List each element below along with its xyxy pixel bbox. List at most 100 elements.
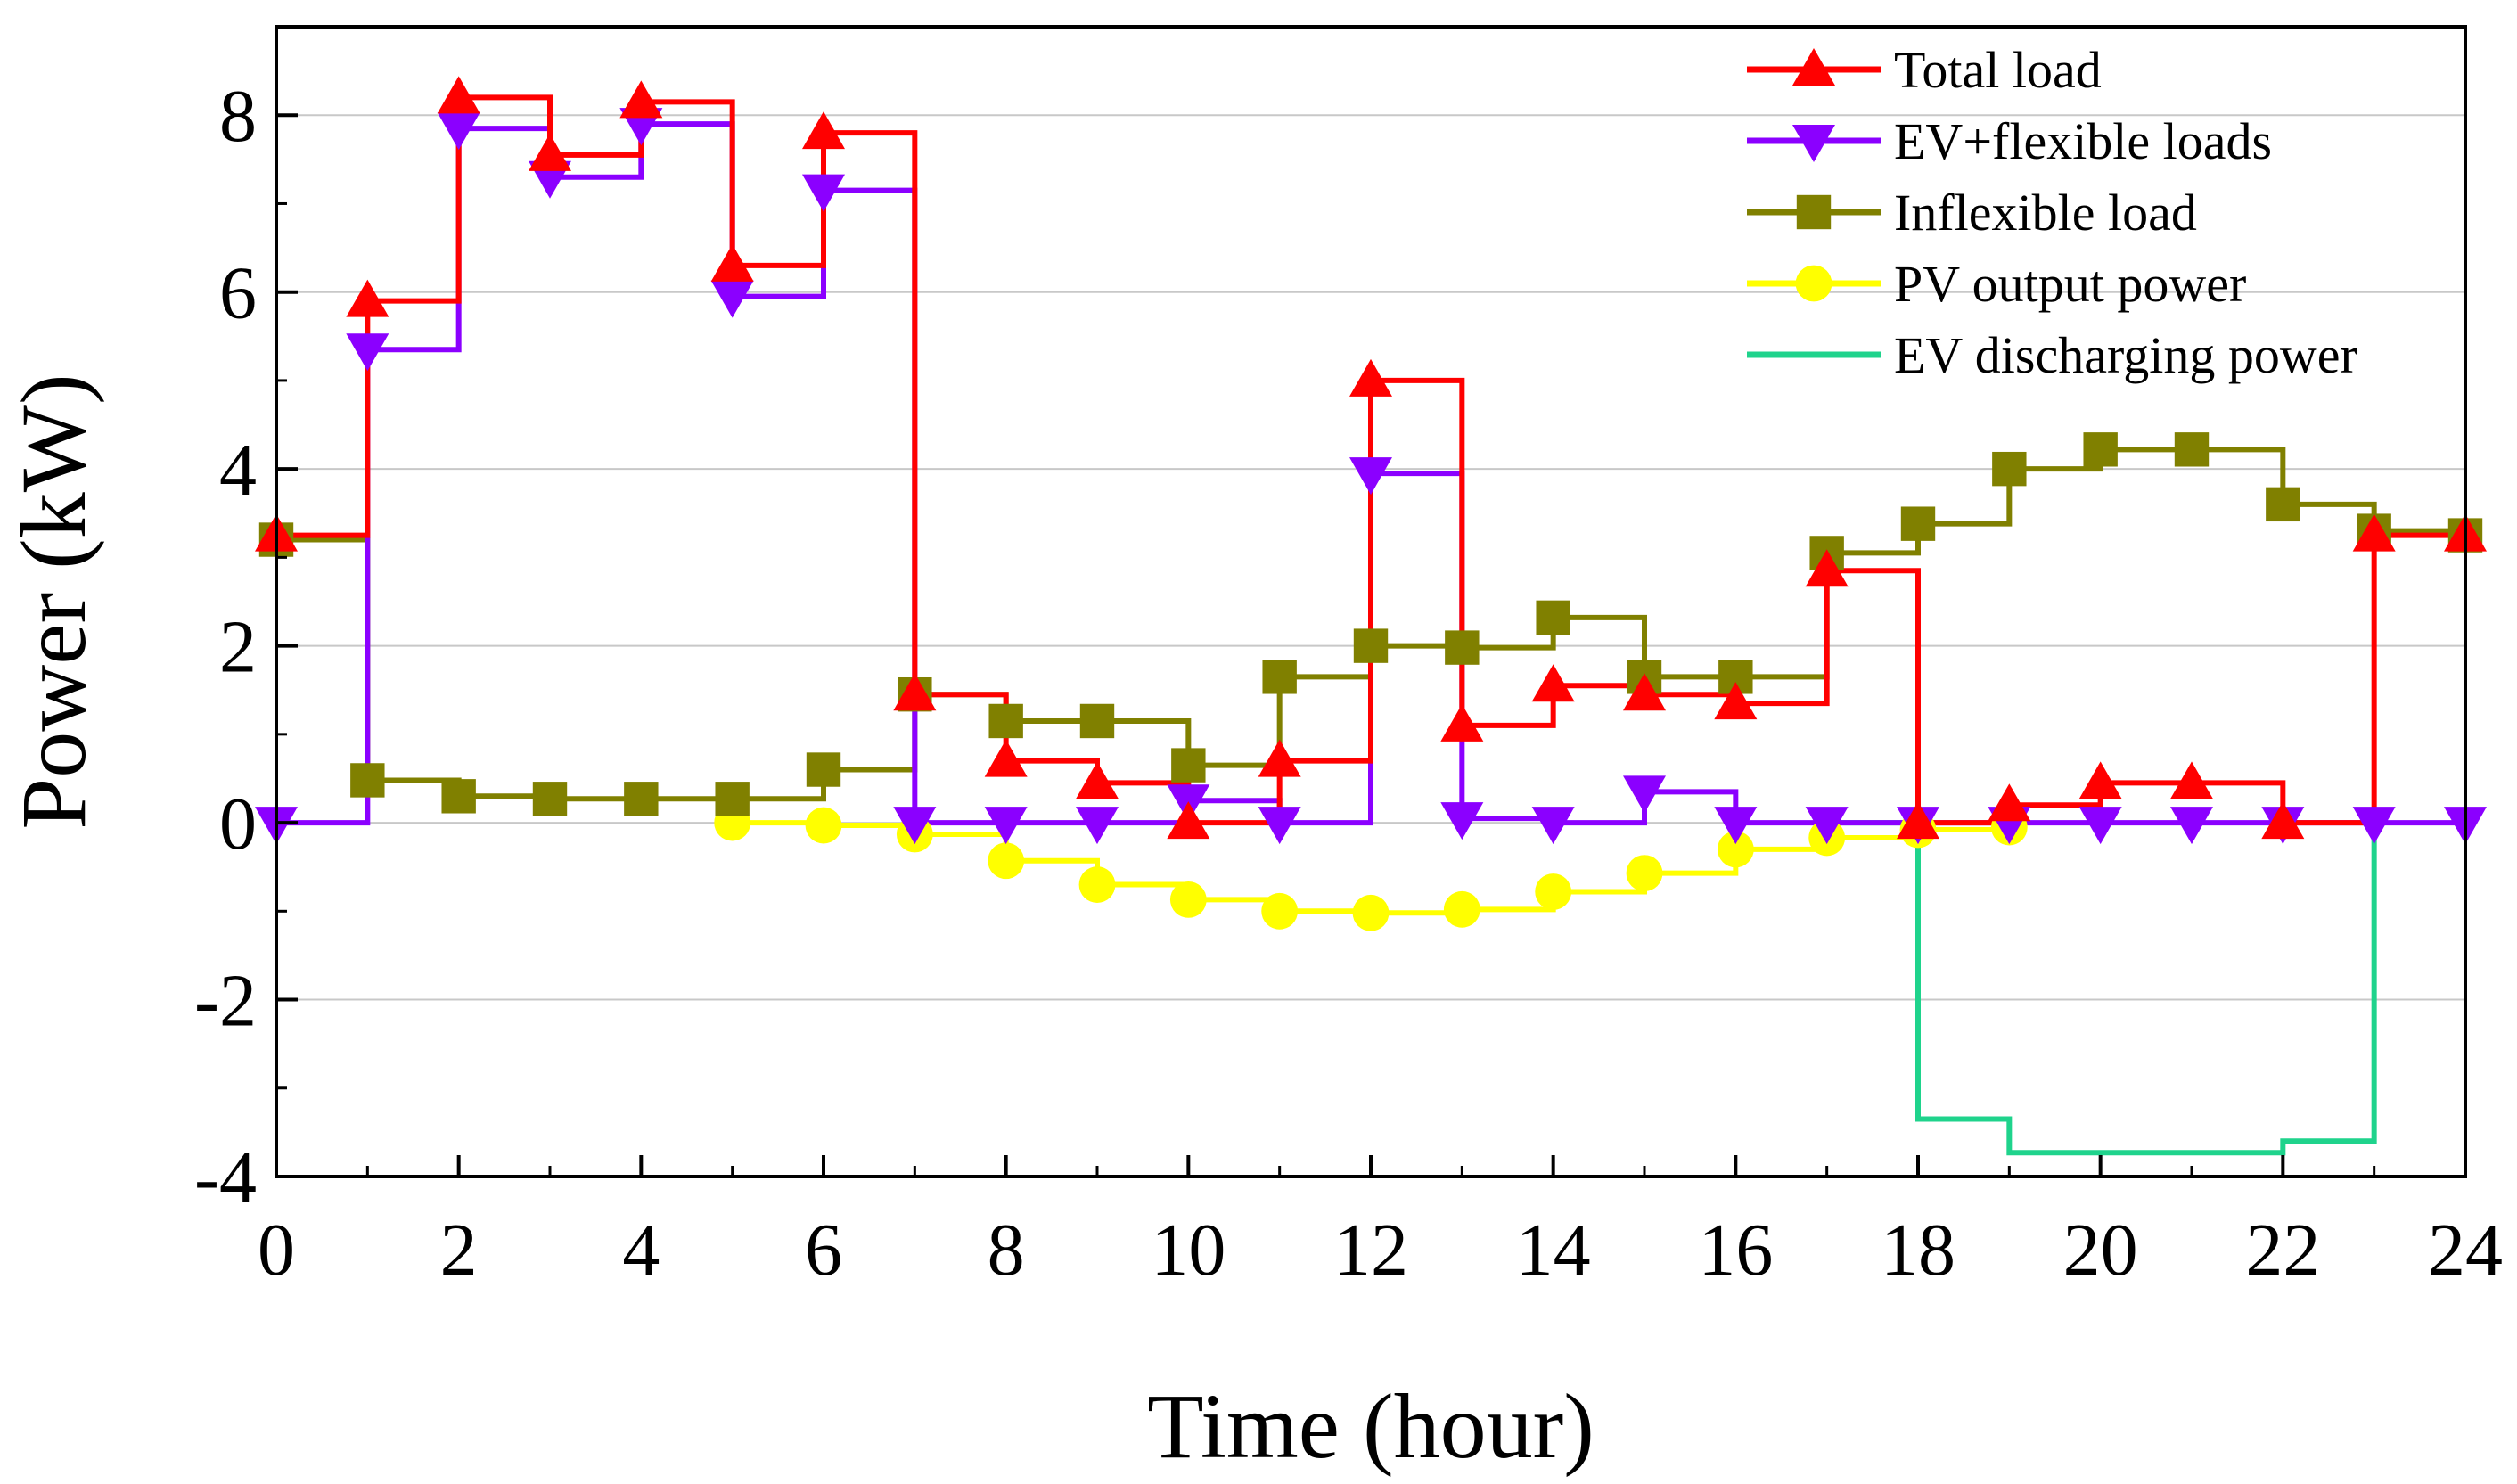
marker-total-load: [1897, 801, 1939, 840]
marker-ev-flexible-loads: [437, 112, 480, 151]
legend-label-ev-discharging-power: EV discharging power: [1894, 326, 2357, 384]
marker-pv-output-power: [1535, 873, 1572, 910]
marker-inflexible-load: [2083, 432, 2118, 467]
marker-total-load: [1076, 761, 1119, 799]
marker-total-load: [802, 111, 845, 150]
marker-total-load: [1440, 703, 1484, 742]
marker-inflexible-load: [1536, 600, 1570, 635]
marker-inflexible-load: [988, 703, 1023, 739]
marker-total-load: [346, 279, 389, 317]
x-tick-label: 22: [2245, 1209, 2320, 1291]
marker-total-load: [1805, 549, 1849, 587]
marker-inflexible-load: [1353, 628, 1389, 663]
marker-total-load: [1167, 801, 1210, 840]
marker-inflexible-load: [1445, 630, 1480, 665]
marker-total-load: [2170, 761, 2213, 799]
marker-pv-output-power: [1626, 855, 1663, 892]
marker-pv-output-power: [1261, 892, 1299, 930]
y-axis-title: Power (kW): [3, 373, 105, 829]
axis-ticks: [275, 113, 2467, 1178]
marker-ev-flexible-loads: [893, 807, 937, 845]
legend-marker-inflexible-load: [1796, 194, 1832, 230]
legend-marker-total-load: [1792, 48, 1835, 86]
marker-pv-output-power: [1169, 881, 1207, 918]
x-axis-title: Time (hour): [1147, 1375, 1595, 1478]
marker-inflexible-load: [532, 782, 568, 816]
legend-label-ev-flexible-loads: EV+flexible loads: [1894, 112, 2272, 170]
marker-ev-flexible-loads: [2170, 807, 2213, 845]
marker-ev-flexible-loads: [346, 333, 389, 372]
marker-inflexible-load: [1079, 703, 1115, 739]
marker-ev-flexible-loads: [1258, 807, 1301, 845]
marker-inflexible-load: [1992, 451, 2027, 487]
marker-total-load: [2352, 513, 2396, 552]
series-line-ev-discharging-power: [1826, 820, 2377, 1156]
marker-inflexible-load: [441, 779, 476, 814]
x-tick-label: 4: [622, 1209, 660, 1291]
marker-ev-flexible-loads: [984, 807, 1028, 845]
marker-total-load: [710, 243, 754, 282]
marker-total-load: [529, 133, 571, 171]
marker-pv-output-power: [805, 807, 842, 844]
marker-total-load: [893, 673, 937, 711]
marker-inflexible-load: [806, 752, 841, 787]
x-tick-label: 0: [258, 1209, 295, 1291]
legend-label-total-load: Total load: [1894, 41, 2102, 99]
marker-ev-flexible-loads: [1805, 807, 1849, 845]
legend-marker-pv-output-power: [1795, 265, 1832, 302]
marker-inflexible-load: [624, 782, 659, 816]
marker-total-load: [1258, 739, 1301, 777]
marker-ev-flexible-loads: [1714, 807, 1758, 845]
x-tick-label: 2: [440, 1209, 478, 1291]
marker-total-load: [2078, 761, 2122, 799]
marker-total-load: [1714, 682, 1758, 720]
marker-pv-output-power: [1717, 831, 1754, 868]
marker-ev-flexible-loads: [1531, 807, 1575, 845]
marker-total-load: [437, 76, 480, 114]
y-tick-label: 2: [219, 606, 257, 689]
series-markers: [255, 76, 2487, 931]
marker-total-load: [984, 739, 1028, 777]
marker-inflexible-load: [1900, 506, 1936, 541]
x-tick-label: 16: [1698, 1209, 1773, 1291]
y-tick-label: 8: [219, 75, 257, 158]
marker-total-load: [1349, 358, 1392, 397]
x-tick-label: 8: [988, 1209, 1025, 1291]
x-tick-label: 14: [1516, 1209, 1591, 1291]
marker-ev-flexible-loads: [1623, 775, 1666, 814]
x-tick-label: 6: [805, 1209, 842, 1291]
x-tick-label: 10: [1151, 1209, 1226, 1291]
marker-ev-flexible-loads: [1076, 807, 1119, 845]
x-tick-label: 18: [1881, 1209, 1955, 1291]
marker-total-load: [2261, 801, 2305, 840]
marker-total-load: [1988, 783, 2031, 822]
marker-inflexible-load: [1262, 660, 1297, 694]
y-tick-label: 0: [219, 783, 257, 865]
legend: Total load EV+flexible loads Inflexible lo…: [1747, 41, 2357, 384]
marker-pv-output-power: [1078, 866, 1116, 903]
y-tick-label: -2: [194, 960, 257, 1043]
legend-marker-ev-flexible-loads: [1792, 125, 1835, 162]
y-tick-label: 4: [219, 429, 257, 512]
x-tick-label: 12: [1333, 1209, 1408, 1291]
y-tick-label: -4: [194, 1136, 257, 1219]
marker-inflexible-load: [2174, 432, 2210, 467]
marker-inflexible-load: [350, 763, 385, 798]
marker-pv-output-power: [988, 842, 1025, 880]
x-tick-label: 20: [2063, 1209, 2138, 1291]
marker-ev-flexible-loads: [802, 174, 845, 212]
marker-ev-flexible-loads: [710, 280, 754, 318]
x-tick-label: 24: [2428, 1209, 2503, 1291]
marker-ev-flexible-loads: [1349, 457, 1392, 496]
marker-inflexible-load: [1171, 748, 1206, 783]
marker-total-load: [1531, 664, 1575, 702]
legend-label-pv-output-power: PV output power: [1894, 255, 2246, 313]
legend-label-inflexible-load: Inflexible load: [1894, 184, 2197, 242]
marker-total-load: [1623, 673, 1666, 711]
marker-pv-output-power: [1352, 894, 1390, 931]
marker-ev-flexible-loads: [2352, 807, 2396, 845]
